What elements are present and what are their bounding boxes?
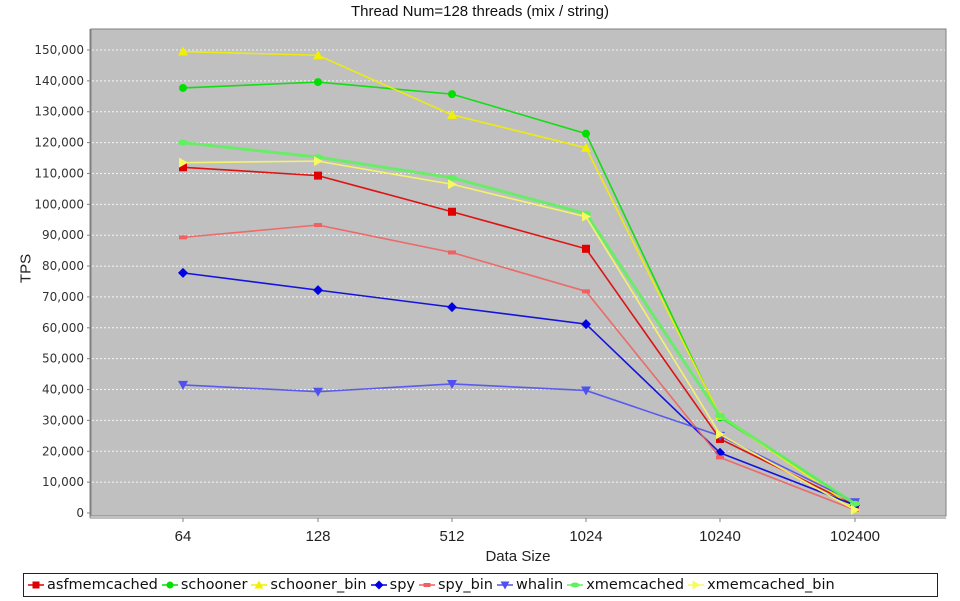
data-point [581, 386, 591, 396]
data-point [716, 429, 725, 440]
data-point [447, 379, 457, 389]
legend-item-schooner: schooner [161, 577, 248, 593]
data-point [582, 244, 590, 253]
data-point [313, 285, 323, 296]
data-point [582, 289, 590, 294]
data-point [178, 139, 188, 146]
series-xmemcached [178, 139, 860, 507]
data-point [448, 250, 456, 255]
y-tick-label: 100,000 [34, 197, 84, 211]
x-tick-label: 512 [439, 528, 464, 545]
legend-item-xmemcached_bin: xmemcached_bin [688, 577, 835, 593]
data-point [581, 319, 591, 330]
legend: asfmemcached schooner schooner_bin spy spy_b… [23, 573, 938, 597]
legend-item-asfmemcached: asfmemcached [28, 577, 158, 593]
y-tick-label: 140,000 [34, 74, 84, 88]
data-point [447, 174, 457, 181]
data-point [448, 90, 456, 99]
y-tick-label: 0 [76, 506, 84, 520]
y-tick-label: 90,000 [42, 228, 84, 242]
data-point [178, 46, 188, 56]
data-point [582, 211, 591, 222]
data-point [851, 504, 860, 515]
legend-label: spy_bin [437, 577, 493, 593]
ellipse-flat-marker-icon [567, 579, 584, 591]
data-point [314, 156, 323, 167]
data-point [582, 129, 590, 138]
series-xmemcached_bin [179, 156, 860, 515]
data-point [850, 500, 860, 507]
data-point [447, 302, 457, 313]
data-point [179, 157, 188, 168]
data-point [314, 223, 322, 228]
triangle-right-marker-icon [688, 579, 705, 591]
y-tick-label: 80,000 [42, 259, 84, 273]
data-point [448, 179, 457, 190]
legend-label: whalin [516, 577, 564, 593]
y-tick-label: 110,000 [34, 166, 84, 180]
x-axis-label: Data Size [485, 548, 551, 565]
data-point [447, 109, 457, 119]
data-point [178, 267, 188, 278]
legend-label: spy [389, 577, 415, 593]
x-tick-label: 1024 [569, 528, 602, 545]
y-tick-label: 70,000 [42, 290, 84, 304]
circle-marker-icon [161, 579, 178, 591]
y-tick-label: 60,000 [42, 321, 84, 335]
y-tick-label: 50,000 [42, 352, 84, 366]
legend-label: schooner [180, 577, 248, 593]
data-point [179, 83, 187, 92]
legend-item-schooner_bin: schooner_bin [251, 577, 367, 593]
y-tick-label: 10,000 [42, 475, 84, 489]
x-tick-label: 128 [305, 528, 330, 545]
legend-label: xmemcached [586, 577, 685, 593]
x-tick-label: 102400 [830, 528, 880, 545]
data-point [313, 387, 323, 397]
diamond-marker-icon [370, 579, 387, 591]
y-tick-label: 40,000 [42, 383, 84, 397]
legend-label: asfmemcached [47, 577, 158, 593]
y-tick-label: 20,000 [42, 444, 84, 458]
data-point [179, 235, 187, 240]
data-point [178, 380, 188, 390]
triangle-down-marker-icon [497, 579, 513, 591]
rect-flat-marker-icon [418, 579, 435, 591]
chart-title: Thread Num=128 threads (mix / string) [350, 3, 610, 20]
legend-item-whalin: whalin [497, 577, 563, 593]
data-point [314, 78, 322, 87]
legend-label: xmemcached_bin [707, 577, 835, 593]
series-spy [178, 267, 860, 511]
legend-item-xmemcached: xmemcached [567, 577, 684, 593]
data-point [314, 171, 322, 180]
y-tick-label: 130,000 [34, 105, 84, 119]
data-point [313, 50, 323, 60]
legend-item-spy: spy [370, 577, 415, 593]
y-tick-label: 120,000 [34, 136, 84, 150]
y-tick-label: 30,000 [42, 413, 84, 427]
x-tick-label: 64 [175, 528, 192, 545]
legend-label: schooner_bin [270, 577, 367, 593]
y-tick-label: 150,000 [34, 43, 84, 57]
data-point [581, 142, 591, 152]
data-point [448, 207, 456, 216]
data-point [715, 412, 725, 419]
data-point [716, 455, 724, 460]
triangle-up-marker-icon [251, 579, 268, 591]
legend-item-spy_bin: spy_bin [418, 577, 493, 593]
data-point [179, 163, 187, 172]
x-tick-label: 10240 [699, 528, 741, 545]
square-marker-icon [28, 579, 44, 591]
